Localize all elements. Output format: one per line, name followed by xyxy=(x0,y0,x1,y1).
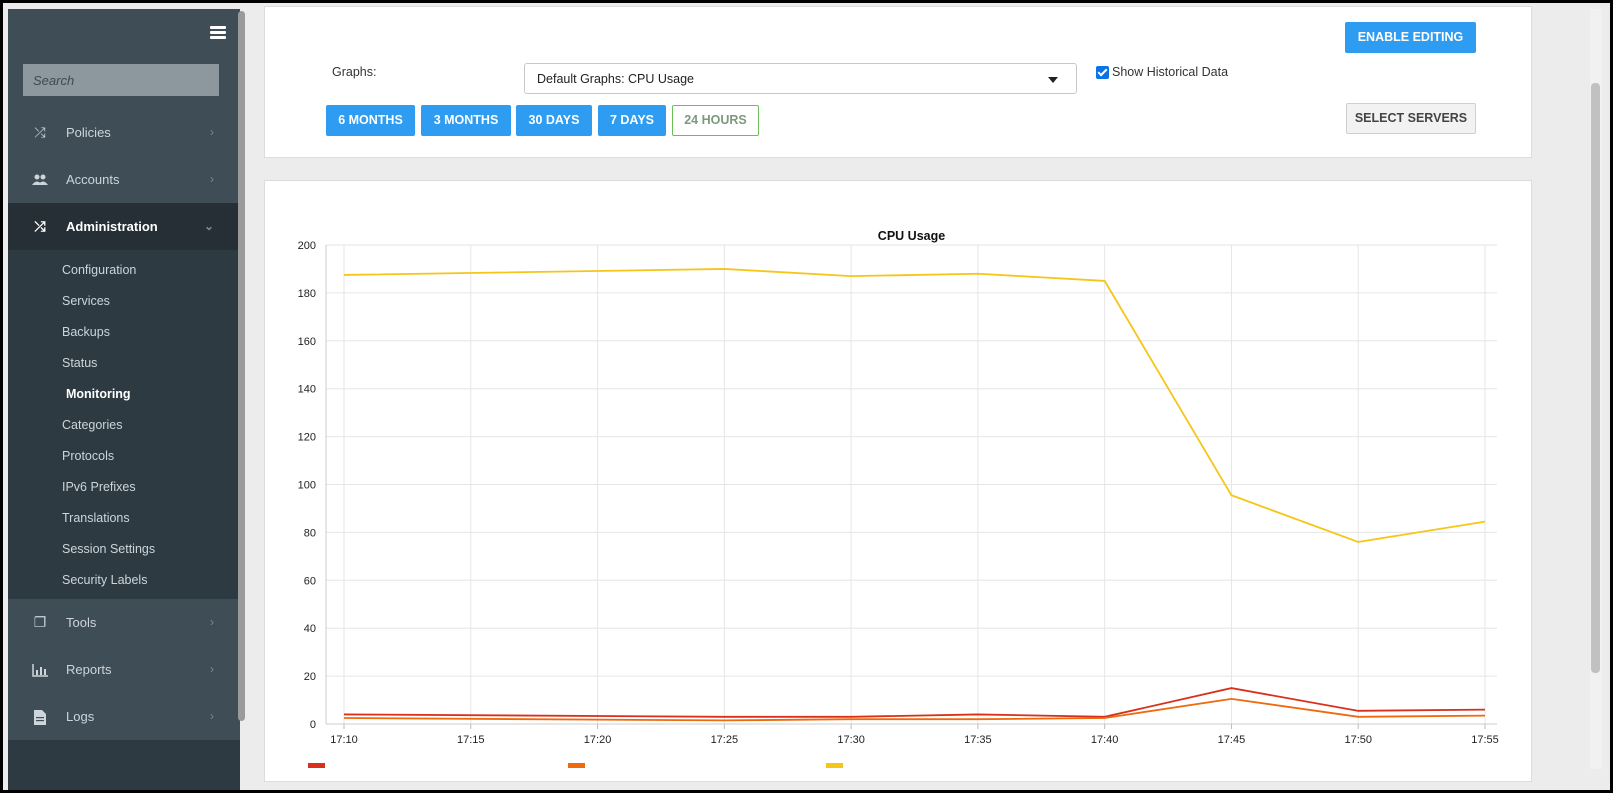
y-tick-label: 160 xyxy=(298,336,316,348)
range-30-days-button[interactable]: 30 DAYS xyxy=(516,105,592,136)
chevron-down-icon: ⌄ xyxy=(203,219,214,233)
sidebar-subitem-ipv6-prefixes[interactable]: IPv6 Prefixes xyxy=(62,480,136,494)
sidebar-item-reports[interactable]: Reports › xyxy=(8,646,240,693)
sidebar-subitem-categories[interactable]: Categories xyxy=(62,418,123,432)
chevron-right-icon: › xyxy=(210,662,214,676)
show-historical-toggle[interactable]: Show Historical Data xyxy=(1096,65,1228,79)
sidebar-search-area xyxy=(8,57,240,109)
bar-chart-icon xyxy=(30,646,50,693)
series-line-3 xyxy=(343,697,1486,722)
sidebar-item-administration[interactable]: ⤮ Administration ⌄ xyxy=(8,203,240,250)
chart-title: CPU Usage xyxy=(878,229,945,243)
sidebar-subitem-configuration[interactable]: Configuration xyxy=(62,263,137,277)
sidebar-item-label: Reports xyxy=(66,662,112,677)
sidebar-item-label: Logs xyxy=(66,709,95,724)
sidebar-subitem-backups[interactable]: Backups xyxy=(62,325,110,339)
graph-controls-panel: Graphs: Default Graphs: CPU Usage Show H… xyxy=(264,6,1532,158)
series-line-1 xyxy=(343,268,1486,543)
chevron-right-icon: › xyxy=(210,709,214,723)
sidebar-item-tools[interactable]: ❐ Tools › xyxy=(8,599,240,646)
sidebar-item-accounts[interactable]: Accounts › xyxy=(8,156,240,203)
y-tick-label: 120 xyxy=(298,432,316,444)
y-tick-label: 80 xyxy=(304,527,316,539)
x-tick-label: 17:10 xyxy=(330,734,358,746)
shuffle-icon: ⤮ xyxy=(34,124,46,140)
sidebar-submenu: Configuration Services Backups Status Mo… xyxy=(8,250,240,599)
x-tick-label: 17:50 xyxy=(1344,734,1372,746)
menu-toggle-icon[interactable] xyxy=(210,26,226,39)
sidebar-item-label: Policies xyxy=(66,125,111,140)
series-line-2 xyxy=(343,687,1486,718)
file-icon xyxy=(30,693,50,740)
enable-editing-button[interactable]: ENABLE EDITING xyxy=(1345,22,1476,53)
chart-panel: CPU Usage 0 20 40 60 80 100 120 140 160 180 200 17:1… xyxy=(264,180,1532,782)
tools-icon: ❐ xyxy=(33,614,47,630)
graph-select-value: Default Graphs: CPU Usage xyxy=(537,72,695,86)
sidebar-item-label: Accounts xyxy=(66,172,120,187)
legend-swatch-3 xyxy=(826,763,843,768)
sidebar-item-label: Administration xyxy=(66,219,158,234)
graph-select[interactable]: Default Graphs: CPU Usage xyxy=(524,63,1077,94)
y-tick-label: 100 xyxy=(298,480,316,492)
legend-swatch-1 xyxy=(308,763,325,768)
x-tick-label: 17:20 xyxy=(584,734,612,746)
sidebar-scrollbar[interactable] xyxy=(238,11,245,721)
x-tick-label: 17:35 xyxy=(964,734,992,746)
y-tick-label: 40 xyxy=(304,623,316,635)
sidebar-item-logs[interactable]: Logs › xyxy=(8,693,240,740)
legend-swatch-2 xyxy=(568,763,585,768)
sidebar-header xyxy=(8,9,240,57)
chevron-right-icon: › xyxy=(210,615,214,629)
users-icon xyxy=(30,156,50,203)
x-tick-label: 17:40 xyxy=(1091,734,1119,746)
app-window: ⤮ Policies › Accounts › ⤮ Administration… xyxy=(3,3,1610,790)
search-input[interactable] xyxy=(23,64,219,96)
y-tick-label: 60 xyxy=(304,575,316,587)
y-tick-label: 200 xyxy=(298,240,316,252)
graphs-label: Graphs: xyxy=(332,65,377,79)
x-tick-label: 17:25 xyxy=(711,734,739,746)
sidebar-subitem-session-settings[interactable]: Session Settings xyxy=(62,542,156,556)
x-tick-label: 17:15 xyxy=(457,734,485,746)
caret-down-icon xyxy=(1048,77,1058,83)
checkbox-checked-icon[interactable] xyxy=(1096,65,1109,79)
sidebar-subitem-security-labels[interactable]: Security Labels xyxy=(62,573,148,587)
sidebar-subitem-protocols[interactable]: Protocols xyxy=(62,449,115,463)
range-7-days-button[interactable]: 7 DAYS xyxy=(598,105,666,136)
sidebar: ⤮ Policies › Accounts › ⤮ Administration… xyxy=(8,9,240,790)
y-tick-label: 20 xyxy=(304,671,316,683)
sidebar-subitem-translations[interactable]: Translations xyxy=(62,511,130,525)
cpu-usage-chart: CPU Usage 0 20 40 60 80 100 120 140 160 180 200 17:1… xyxy=(298,229,1499,768)
chevron-right-icon: › xyxy=(210,125,214,139)
y-tick-label: 180 xyxy=(298,288,316,300)
sidebar-subitem-monitoring[interactable]: Monitoring xyxy=(8,379,240,410)
range-3-months-button[interactable]: 3 MONTHS xyxy=(421,105,511,136)
sidebar-subitem-services[interactable]: Services xyxy=(62,294,110,308)
y-tick-label: 0 xyxy=(310,719,316,731)
sidebar-subitem-status[interactable]: Status xyxy=(62,356,98,370)
range-24-hours-button[interactable]: 24 HOURS xyxy=(672,105,759,136)
sidebar-item-label: Tools xyxy=(66,615,97,630)
sidebar-item-policies[interactable]: ⤮ Policies › xyxy=(8,109,240,156)
x-tick-label: 17:45 xyxy=(1218,734,1246,746)
range-6-months-button[interactable]: 6 MONTHS xyxy=(326,105,415,136)
x-tick-label: 17:30 xyxy=(837,734,865,746)
shuffle-icon: ⤮ xyxy=(34,218,46,234)
x-tick-label: 17:55 xyxy=(1471,734,1499,746)
y-tick-label: 140 xyxy=(298,384,316,396)
select-servers-button[interactable]: SELECT SERVERS xyxy=(1346,103,1476,134)
show-historical-label: Show Historical Data xyxy=(1112,65,1229,79)
chevron-right-icon: › xyxy=(210,172,214,186)
main-scrollbar-thumb[interactable] xyxy=(1591,83,1600,673)
